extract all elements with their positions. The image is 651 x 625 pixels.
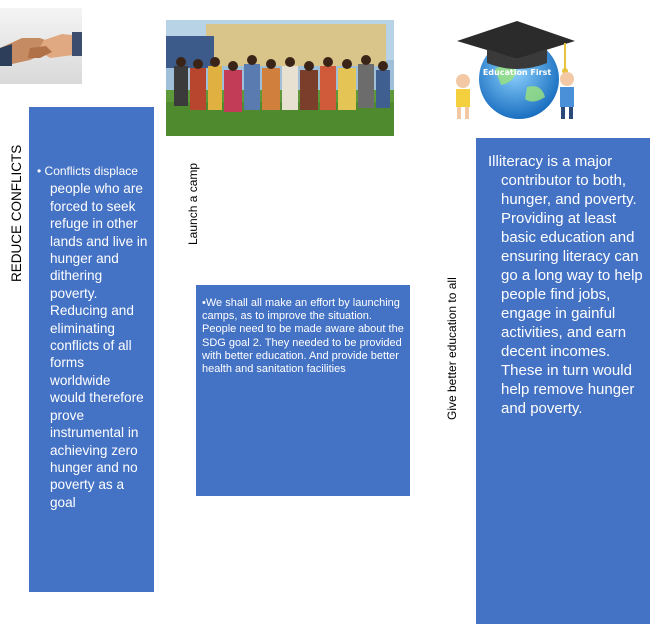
bullet: • xyxy=(37,164,42,178)
conflicts-first-line: • Conflicts displace xyxy=(37,164,138,178)
education-body-text: contributor to both, hunger, and poverty… xyxy=(501,172,643,417)
conflicts-box: • Conflicts displace people who are forc… xyxy=(29,107,154,592)
camp-crowd-photo xyxy=(166,20,394,136)
camp-box: •We shall all make an effort by launchin… xyxy=(196,285,410,496)
give-education-label: Give better education to all xyxy=(445,277,459,420)
conflicts-first-text: Conflicts displace xyxy=(44,164,138,178)
launch-camp-label: Launch a camp xyxy=(186,162,200,245)
education-first-line: Illiteracy is a major xyxy=(488,153,613,170)
handshake-image xyxy=(0,8,82,84)
reduce-conflicts-label: REDUCE CONFLICTS xyxy=(9,144,24,282)
conflicts-body-text: people who are forced to seek refuge in … xyxy=(50,181,148,510)
education-first-banner-text: Education First xyxy=(483,68,551,77)
bullet: • xyxy=(202,297,206,309)
camp-body-text: We shall all make an effort by launching… xyxy=(202,297,404,376)
education-box: Illiteracy is a major contributor to bot… xyxy=(476,138,650,624)
education-first-image: Education First xyxy=(447,13,579,125)
